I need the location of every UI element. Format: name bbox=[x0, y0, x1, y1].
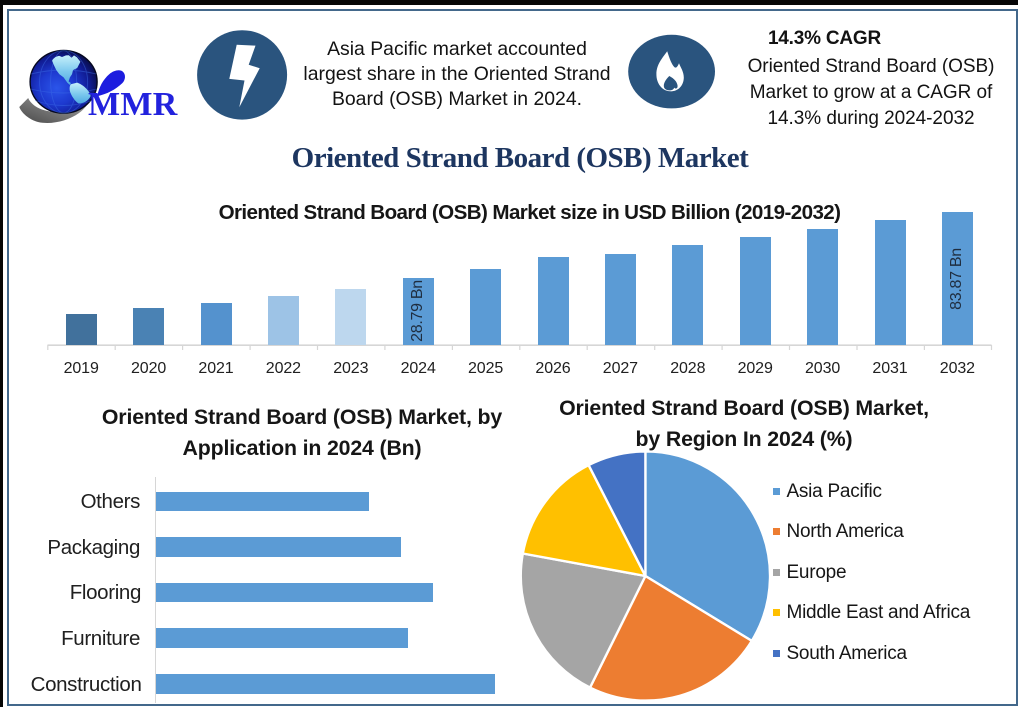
svg-text:MMR: MMR bbox=[88, 86, 178, 123]
